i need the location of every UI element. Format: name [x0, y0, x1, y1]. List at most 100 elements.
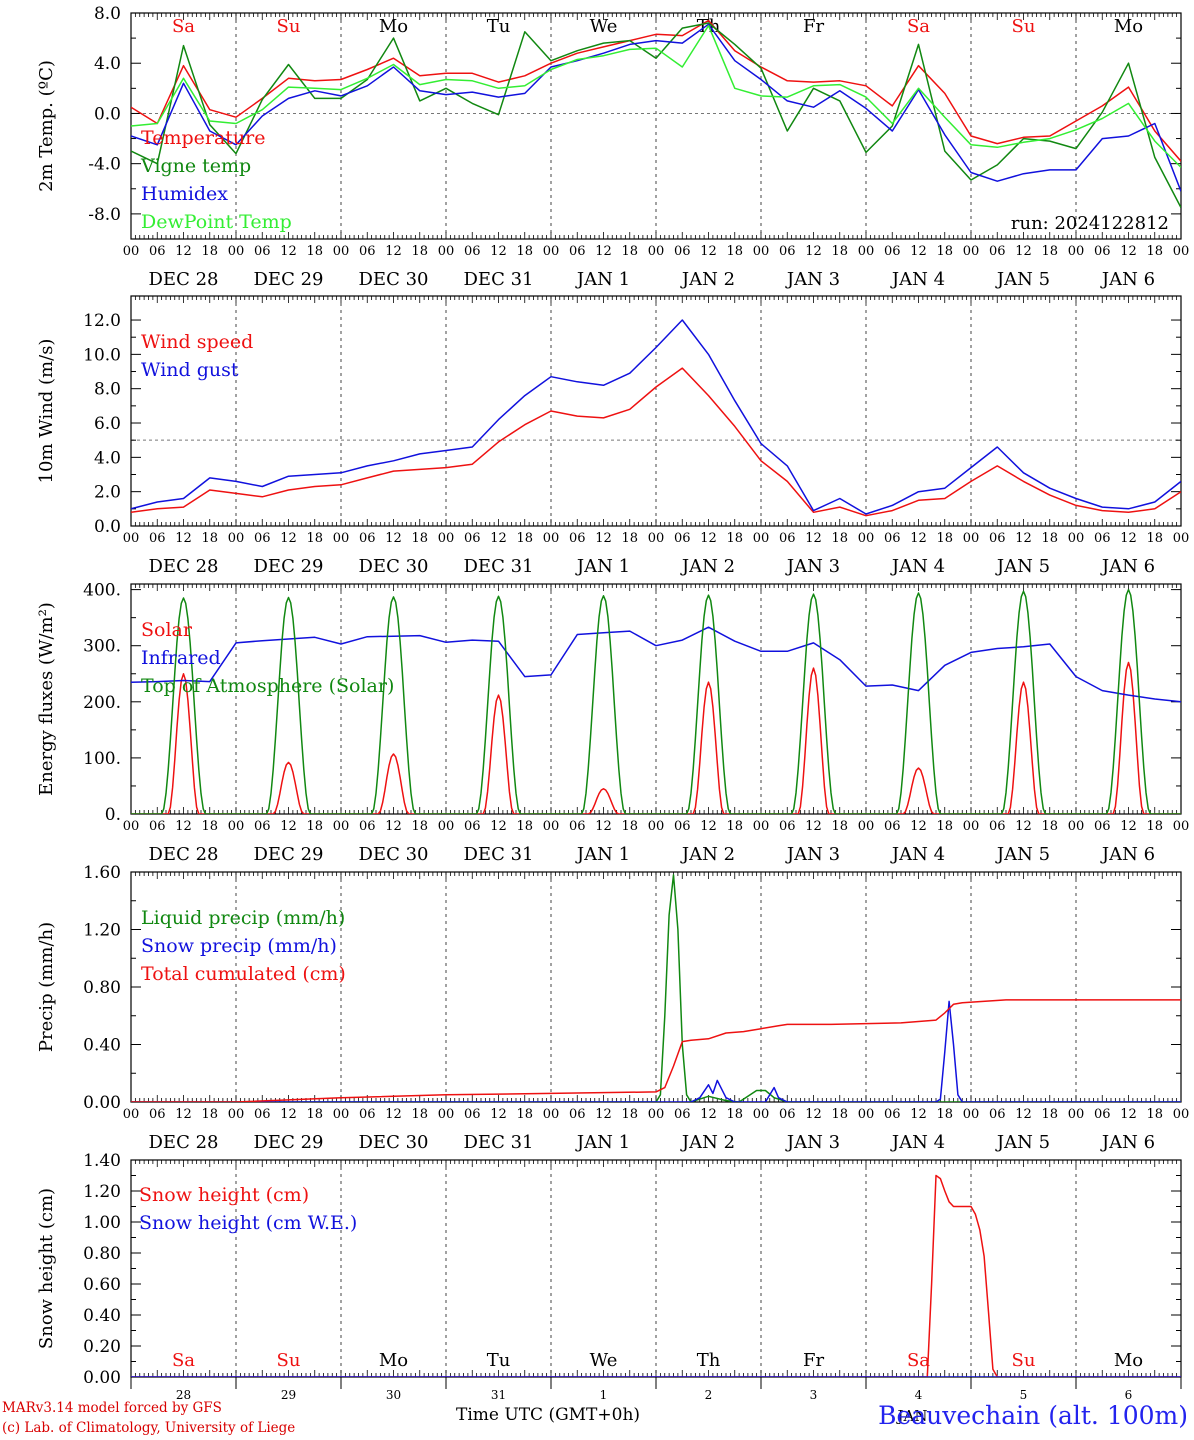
hour-label: 06 — [359, 244, 376, 259]
y-tick-label: 0.0 — [94, 104, 121, 124]
series-line-total-cumulated-cm- — [131, 999, 1181, 1102]
hour-label: 18 — [936, 819, 953, 834]
lab-credit: (c) Lab. of Climatology, University of L… — [2, 1420, 296, 1436]
series-group — [131, 588, 1181, 814]
y-tick-label: 300. — [83, 637, 121, 657]
date-label: JAN 4 — [890, 1132, 945, 1153]
date-label: DEC 29 — [254, 556, 324, 577]
weekday-label: We — [590, 16, 618, 37]
hour-label: 00 — [858, 244, 875, 259]
date-label: DEC 29 — [254, 1132, 324, 1153]
hour-label: 18 — [936, 244, 953, 259]
weekday-label: Sa — [907, 1350, 930, 1371]
date-label: DEC 30 — [359, 556, 429, 577]
hour-label: 06 — [779, 819, 796, 834]
legend-entry: Total cumulated (cm) — [141, 963, 346, 985]
hour-label: 00 — [123, 531, 140, 546]
legend-entry: DewPoint Temp — [141, 211, 292, 233]
y-tick-label: 0.60 — [83, 1275, 121, 1295]
hour-label: 00 — [228, 1107, 245, 1122]
hour-label: 00 — [648, 244, 665, 259]
legend-entry: Liquid precip (mm/h) — [141, 907, 345, 929]
date-label: DEC 31 — [464, 844, 534, 865]
series-line-temperature — [131, 19, 1181, 162]
hour-label: 06 — [1094, 819, 1111, 834]
time-axis-label: Time UTC (GMT+0h) — [456, 1405, 641, 1425]
weekday-label: Mo — [379, 1350, 408, 1371]
hour-label: 18 — [306, 244, 323, 259]
hour-label: 12 — [280, 244, 297, 259]
date-label: JAN 1 — [575, 844, 630, 865]
hour-label: 18 — [726, 1107, 743, 1122]
legend-entry: Snow height (cm) — [139, 1184, 309, 1206]
weekday-label: Tu — [487, 1350, 511, 1371]
date-label: JAN 5 — [995, 1132, 1050, 1153]
hour-label: 06 — [254, 1107, 271, 1122]
hour-label: 12 — [595, 244, 612, 259]
series-group — [131, 19, 1181, 208]
series-line-vigne-temp — [131, 22, 1181, 208]
month-label: JAN — [896, 1407, 928, 1425]
weekday-label: Sa — [907, 16, 930, 37]
hour-label: 18 — [1041, 244, 1058, 259]
weekday-label: Su — [277, 1350, 301, 1371]
hour-label: 06 — [779, 244, 796, 259]
hour-label: 00 — [123, 244, 140, 259]
date-label: DEC 30 — [359, 1132, 429, 1153]
hour-label: 00 — [438, 244, 455, 259]
date-label: JAN 6 — [1100, 844, 1155, 865]
hour-label: 18 — [1146, 244, 1163, 259]
panel-1: 8.0 4.0 0.0 -4.0 -8.0 2m Temp. (ºC) 00 06 12 18 DE… — [36, 4, 1189, 290]
day-number-label: 1 — [600, 1388, 608, 1402]
date-label: JAN 2 — [680, 1132, 735, 1153]
date-label: JAN 6 — [1100, 269, 1155, 290]
hour-label: 12 — [1015, 819, 1032, 834]
legend-entry: Humidex — [141, 183, 228, 205]
hour-label: 06 — [779, 531, 796, 546]
hour-label: 00 — [963, 1107, 980, 1122]
y-tick-label: 0.80 — [83, 978, 121, 998]
date-label: JAN 4 — [890, 269, 945, 290]
y-tick-label: 0.00 — [83, 1368, 121, 1388]
hour-label: 12 — [490, 1107, 507, 1122]
day-number-label: 3 — [810, 1388, 818, 1402]
day-number-label: 31 — [491, 1388, 506, 1402]
weekday-label: Su — [1012, 16, 1036, 37]
weekday-label: Mo — [1114, 1350, 1143, 1371]
y-tick-label: 200. — [83, 693, 121, 713]
hour-label: 18 — [201, 244, 218, 259]
y-tick-label: 100. — [83, 749, 121, 769]
hour-label: 06 — [359, 531, 376, 546]
hour-label: 12 — [385, 531, 402, 546]
hour-label: 00 — [753, 244, 770, 259]
hour-label: 00 — [543, 531, 560, 546]
hour-label: 12 — [175, 244, 192, 259]
weekday-label: Th — [697, 1350, 721, 1371]
hour-label: 06 — [884, 531, 901, 546]
hour-label: 18 — [411, 1107, 428, 1122]
station-label: Beauvechain (alt. 100m) — [878, 1401, 1188, 1430]
y-axis-label: Snow height (cm) — [36, 1188, 57, 1349]
series-line-wind-speed — [131, 367, 1181, 517]
hour-label: 12 — [1015, 531, 1032, 546]
y-tick-label: 0.00 — [83, 1093, 121, 1113]
y-tick-label: 0.40 — [83, 1306, 121, 1326]
hour-label: 00 — [333, 819, 350, 834]
hour-label: 18 — [201, 819, 218, 834]
hour-label: 00 — [648, 1107, 665, 1122]
y-axis-label: 2m Temp. (ºC) — [36, 60, 57, 192]
date-label: JAN 5 — [995, 269, 1050, 290]
series-group — [131, 319, 1181, 517]
series-line-top-of-atmosphere-solar- — [131, 588, 1181, 814]
hour-label: 12 — [595, 1107, 612, 1122]
hour-label: 00 — [753, 1107, 770, 1122]
hour-label: 12 — [385, 819, 402, 834]
hour-label: 06 — [464, 531, 481, 546]
hour-label: 12 — [805, 1107, 822, 1122]
hour-label: 00 — [753, 531, 770, 546]
hour-label: 18 — [621, 531, 638, 546]
hour-label: 12 — [1120, 531, 1137, 546]
y-tick-label: 1.60 — [83, 863, 121, 883]
hour-label: 12 — [1120, 819, 1137, 834]
day-number-label: 5 — [1020, 1388, 1028, 1402]
